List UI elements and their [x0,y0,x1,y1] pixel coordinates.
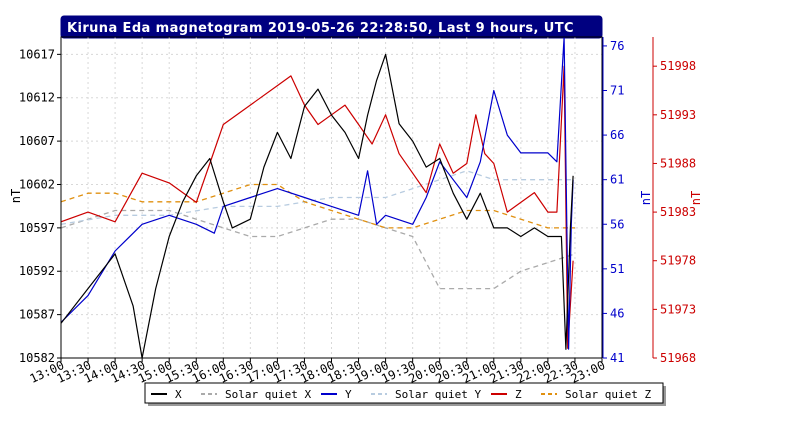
series-line-x [61,53,574,358]
series-line-solar-quiet-y [61,170,575,225]
right2-tick-label: 51978 [660,254,696,268]
right2-tick-label: 51988 [660,156,696,170]
left-tick-label: 10592 [19,264,55,278]
right1-tick-label: 56 [610,217,624,231]
legend-label-solar-quiet-z: Solar quiet Z [565,388,651,401]
legend-label-z: Z [515,388,522,401]
right2-tick-label: 51973 [660,302,696,316]
legend-label-x: X [175,388,182,401]
right2-tick-label: 51983 [660,205,696,219]
left-axis-label: nT [9,189,23,203]
right2-axis-label: nT [689,191,703,205]
right1-tick-label: 71 [610,84,624,98]
left-tick-label: 10602 [19,177,55,191]
right2-tick-label: 51993 [660,108,696,122]
left-tick-label: 10612 [19,91,55,105]
left-tick-label: 10582 [19,351,55,365]
legend-label-y: Y [345,388,352,401]
legend: X Solar quiet X Y Solar quiet Y Z Solar quiet… [144,382,666,406]
right1-tick-label: 61 [610,173,624,187]
left-tick-label: 10587 [19,308,55,322]
right1-axis-label: nT [639,191,653,205]
series-line-solar-quiet-z [61,183,575,229]
chart-title: Kiruna Eda magnetogram 2019-05-26 22:28:… [67,21,574,36]
right1-tick-label: 66 [610,128,624,142]
left-tick-label: 10617 [19,47,55,61]
right2-tick-label: 51968 [660,351,696,365]
right2-tick-label: 51998 [660,59,696,73]
legend-label-solar-quiet-y: Solar quiet Y [395,388,481,401]
legend-box [144,382,664,404]
series-line-y [61,37,574,350]
legend-label-solar-quiet-x: Solar quiet X [225,388,311,401]
right1-tick-label: 46 [610,306,624,320]
right1-tick-label: 41 [610,351,624,365]
right1-tick-label: 76 [610,39,624,53]
left-tick-label: 10597 [19,221,55,235]
series-line-z [61,65,574,349]
right1-tick-label: 51 [610,262,624,276]
series-group [61,37,576,358]
left-tick-label: 10607 [19,134,55,148]
